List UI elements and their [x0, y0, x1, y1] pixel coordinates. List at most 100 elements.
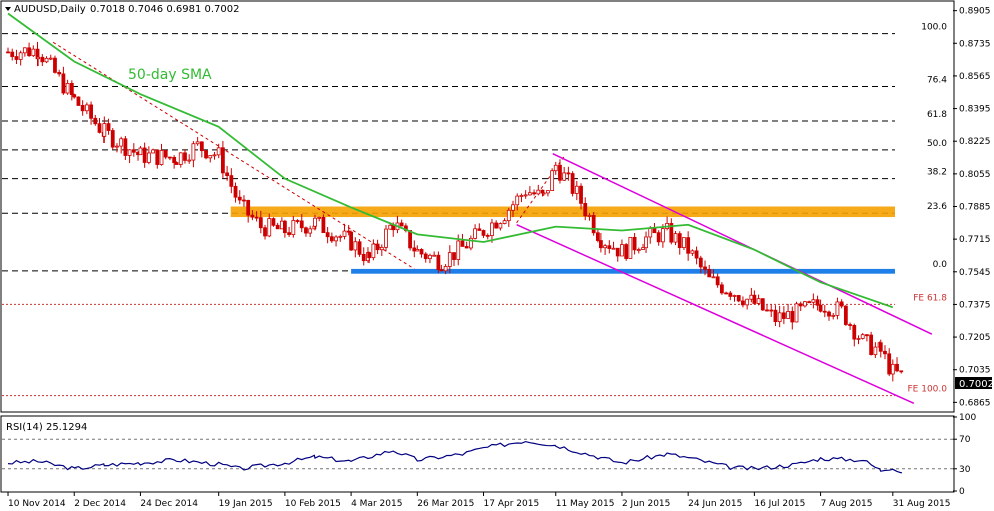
candle-body: [615, 247, 620, 257]
candle-body: [636, 249, 641, 251]
candle-body: [698, 257, 703, 268]
price-tick-label: 0.7545: [959, 268, 991, 278]
candle-body: [741, 300, 745, 306]
candle-body: [607, 245, 612, 249]
date-tick-label: 16 Jul 2015: [754, 499, 805, 509]
candle-body: [694, 250, 699, 259]
date-tick-label: 4 Mar 2015: [351, 499, 402, 509]
candle-body: [36, 56, 41, 60]
candle-body: [14, 56, 19, 60]
candle-body: [291, 220, 296, 235]
rsi-14-line: [7, 440, 903, 474]
candle-body: [756, 298, 761, 304]
candle-body: [460, 240, 465, 247]
candle-body: [287, 232, 292, 235]
candle-body: [519, 195, 524, 197]
price-tick-label: 0.8225: [959, 137, 991, 147]
date-tick-label: 11 May 2015: [556, 499, 615, 509]
candle-body: [711, 276, 716, 279]
candle-body: [682, 237, 686, 248]
candle-body: [399, 222, 404, 227]
rsi-label: RSI(14) 25.1294: [6, 422, 87, 433]
price-tick-label: 0.7885: [959, 203, 991, 213]
candle-body: [361, 253, 366, 262]
candle-body: [246, 199, 251, 216]
candle-body: [719, 284, 724, 294]
candle-body: [163, 149, 168, 158]
chart-symbol: AUDUSD,Daily: [14, 4, 86, 15]
price-tick-label: 0.7715: [959, 235, 991, 245]
candle-body: [745, 298, 750, 306]
price-tick-label: 0.8055: [959, 170, 991, 180]
candle-body: [313, 217, 317, 227]
candle-body: [865, 334, 869, 337]
support-band: [351, 268, 895, 274]
candle-body: [10, 51, 15, 57]
candle-body: [65, 83, 70, 94]
candle-body: [220, 147, 225, 174]
candle-body: [532, 192, 536, 195]
candle-body: [40, 56, 45, 63]
candle-body: [536, 189, 541, 195]
candle-body: [31, 48, 36, 57]
candle-body: [53, 57, 57, 73]
candle-body: [93, 117, 98, 125]
candle-body: [848, 324, 852, 326]
date-tick-label: 17 Apr 2015: [484, 499, 540, 509]
candle-body: [267, 218, 272, 237]
candle-body: [119, 138, 124, 147]
price-axis: 0.8905 0.8735 0.8565 0.8395 0.8225 0.8055 0.78…: [953, 7, 991, 408]
candle-body: [258, 217, 263, 229]
candle-body: [781, 312, 786, 319]
candle-body: [686, 237, 691, 254]
rsi-panel-frame: [0, 415, 955, 493]
candle-body: [815, 299, 820, 306]
candle-body: [673, 233, 678, 243]
candle-body: [428, 254, 432, 260]
candle-body: [439, 269, 444, 272]
candle-body: [115, 145, 119, 148]
candle-body: [146, 152, 151, 163]
candle-body: [191, 143, 196, 161]
candle-body: [295, 220, 300, 222]
candle-body: [587, 215, 592, 217]
candle-body: [652, 228, 657, 234]
last-price-value: 0.7002: [959, 379, 994, 390]
last-price-box: [955, 377, 992, 389]
candle-body: [873, 346, 878, 356]
candle-body: [159, 149, 164, 165]
date-tick-label: 10 Feb 2015: [285, 499, 341, 509]
candle-body: [583, 202, 588, 217]
candle-body: [511, 204, 515, 211]
candle-body: [452, 252, 456, 260]
candle-body: [595, 232, 600, 241]
fib-level-label: 50.0: [927, 139, 947, 149]
candle-body: [388, 224, 393, 230]
candle-body: [895, 363, 899, 372]
resistance-band: [230, 206, 896, 218]
candle-body: [89, 104, 93, 119]
price-tick-label: 0.8905: [959, 7, 991, 17]
rsi-tick-label: 100: [959, 413, 976, 423]
date-tick-label: 31 Aug 2015: [893, 499, 951, 509]
candle-body: [724, 292, 728, 295]
candle-body: [669, 223, 674, 243]
candle-body: [890, 363, 895, 375]
candle-body: [628, 236, 633, 259]
candle-body: [835, 301, 840, 316]
candle-body: [349, 231, 354, 251]
candle-body: [579, 185, 583, 204]
candle-body: [282, 220, 287, 234]
candle-body: [250, 214, 255, 218]
candle-body: [342, 230, 347, 237]
candle-body: [371, 243, 376, 259]
candle-body: [375, 243, 380, 251]
candle-body: [498, 223, 503, 229]
candle-body: [831, 314, 836, 317]
candle-body: [473, 228, 477, 239]
candle-body: [807, 301, 812, 304]
candle-body: [242, 199, 246, 202]
dropdown-triangle-icon[interactable]: [5, 7, 11, 11]
candle-body: [852, 324, 857, 340]
rsi-tick-label: 0: [959, 487, 965, 497]
